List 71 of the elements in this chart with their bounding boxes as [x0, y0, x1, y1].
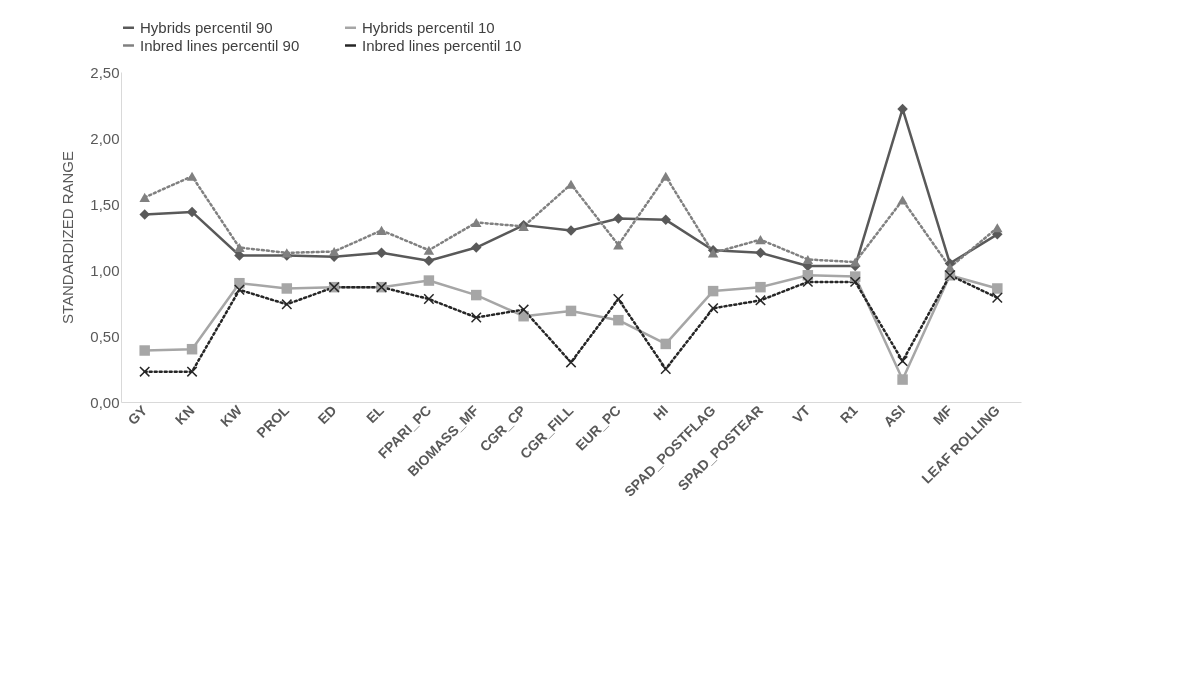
- point: [471, 312, 482, 323]
- legend-label: Inbred lines percentil 10: [362, 36, 522, 54]
- point: [755, 247, 766, 259]
- x-tick-label: KW: [217, 401, 246, 430]
- point: [234, 284, 245, 296]
- x-tick-label: ASI: [880, 402, 909, 430]
- point: [423, 255, 435, 266]
- point: [660, 214, 671, 226]
- point: [471, 217, 482, 228]
- x-tick-label: GY: [124, 401, 151, 428]
- point: [376, 225, 387, 235]
- point: [755, 281, 766, 293]
- point: [186, 171, 198, 181]
- point: [897, 195, 908, 205]
- y-tick-label: 2,50: [90, 63, 120, 81]
- point: [992, 292, 1003, 303]
- point: [565, 305, 577, 317]
- x-tick-label: VT: [789, 401, 814, 427]
- point: [423, 293, 435, 305]
- point: [897, 355, 908, 367]
- point: [755, 235, 766, 245]
- point: [139, 209, 150, 220]
- point: [281, 283, 293, 294]
- y-tick-label: 1,50: [90, 195, 120, 213]
- point: [992, 283, 1003, 294]
- point: [139, 366, 150, 377]
- y-tick-label: 0,00: [90, 393, 120, 411]
- point: [992, 223, 1003, 233]
- point: [944, 262, 956, 272]
- point: [186, 366, 198, 377]
- y-tick-label: 1,00: [90, 261, 120, 279]
- point: [707, 285, 719, 297]
- y-tick-label: 0,50: [90, 327, 120, 345]
- point: [471, 242, 482, 253]
- point: [660, 338, 671, 350]
- point: [707, 303, 719, 314]
- point: [376, 247, 387, 259]
- x-tick-label: ED: [314, 402, 340, 428]
- legend-label: Inbred lines percentil 90: [140, 36, 300, 54]
- point: [423, 245, 435, 255]
- point: [234, 243, 245, 253]
- x-tick-label: MF: [929, 401, 956, 428]
- point: [897, 103, 908, 115]
- y-axis-title: STANDARDIZED RANGE: [59, 150, 77, 325]
- point: [423, 275, 435, 286]
- point: [565, 357, 577, 368]
- point: [139, 192, 150, 202]
- point: [660, 171, 671, 181]
- point: [707, 248, 719, 258]
- legend-label: Hybrids percentil 10: [362, 18, 495, 36]
- point: [139, 345, 150, 356]
- point: [471, 289, 482, 301]
- point: [613, 314, 624, 326]
- x-tick-label: R1: [836, 401, 861, 427]
- y-tick-label: 2,00: [90, 129, 120, 147]
- point: [518, 304, 529, 315]
- point: [328, 246, 340, 257]
- point: [186, 343, 198, 355]
- point: [849, 257, 861, 267]
- point: [802, 254, 814, 264]
- legend-label: Hybrids percentil 90: [140, 18, 273, 36]
- point: [660, 363, 671, 375]
- point: [613, 213, 624, 224]
- point: [281, 299, 293, 310]
- point: [565, 225, 577, 236]
- point: [802, 276, 814, 288]
- x-tick-label: KN: [171, 402, 198, 428]
- point: [849, 276, 861, 288]
- point: [755, 295, 766, 306]
- point: [897, 374, 908, 385]
- point: [613, 293, 624, 305]
